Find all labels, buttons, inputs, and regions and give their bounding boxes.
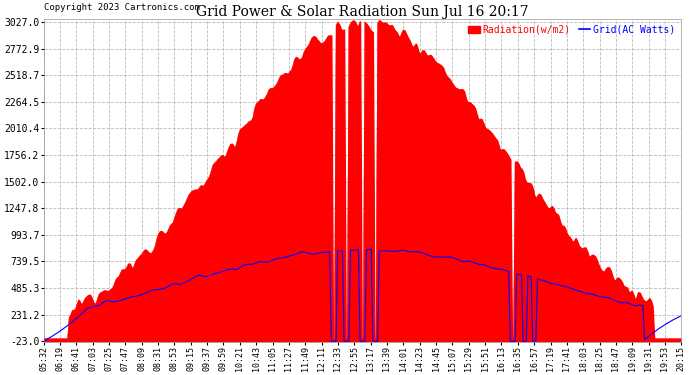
Text: Copyright 2023 Cartronics.com: Copyright 2023 Cartronics.com: [44, 3, 200, 12]
Legend: Radiation(w/m2), Grid(AC Watts): Radiation(w/m2), Grid(AC Watts): [464, 21, 680, 39]
Title: Grid Power & Solar Radiation Sun Jul 16 20:17: Grid Power & Solar Radiation Sun Jul 16 …: [196, 5, 529, 19]
